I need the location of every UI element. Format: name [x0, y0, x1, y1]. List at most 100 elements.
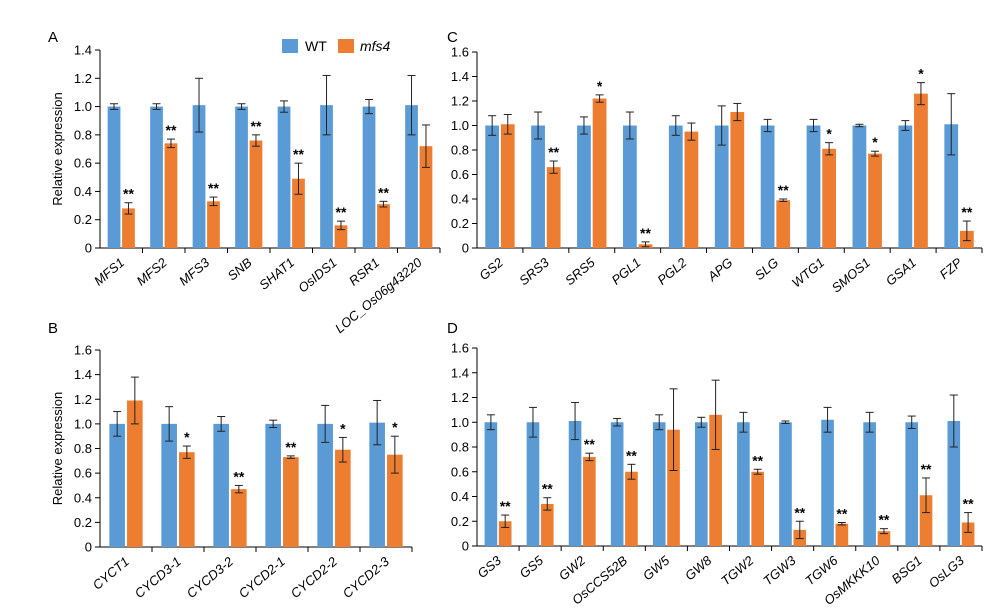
y-tick-label: 0 — [85, 540, 92, 555]
significance-label: ** — [878, 512, 889, 528]
y-tick-label: 1.0 — [451, 415, 469, 430]
panel-letter: C — [447, 29, 458, 46]
y-tick-label: 0.8 — [451, 440, 469, 455]
bar-mutant — [292, 178, 305, 248]
category-label: SLG — [752, 255, 782, 283]
significance-label: ** — [378, 184, 389, 200]
bar-wt — [947, 421, 961, 546]
y-tick-label: 0.2 — [74, 515, 92, 530]
significance-label: ** — [123, 186, 134, 202]
y-tick-label: 1.6 — [451, 45, 469, 60]
bar-mutant — [667, 429, 680, 546]
bar-wt — [577, 125, 591, 248]
bar-mutant — [835, 523, 849, 546]
bar-wt — [235, 106, 248, 248]
significance-label: ** — [640, 225, 651, 241]
bar-mutant — [179, 452, 195, 547]
category-label: GS5 — [516, 552, 546, 581]
category-label: OsIDS1 — [295, 255, 340, 296]
bar-wt — [213, 423, 229, 547]
y-axis-label: Relative expression — [50, 392, 65, 505]
bar-wt — [369, 422, 385, 547]
category-label: BSG1 — [889, 553, 925, 587]
bar-wt — [317, 423, 333, 547]
category-label: CYCD2-2 — [288, 553, 341, 601]
y-tick-label: 0.2 — [451, 216, 469, 231]
y-tick-label: 1.6 — [74, 343, 92, 358]
bar-wt — [484, 422, 498, 546]
category-label: GW5 — [640, 552, 673, 583]
bar-mutant — [776, 200, 791, 248]
category-label: GW2 — [556, 552, 589, 583]
y-tick-label: 1.4 — [451, 69, 469, 84]
bar-mutant — [961, 522, 975, 546]
category-label: OsLG3 — [926, 552, 968, 590]
y-tick-label: 0.8 — [74, 127, 92, 142]
y-tick-label: 1.2 — [74, 392, 92, 407]
bar-wt — [265, 423, 281, 547]
bar-wt — [531, 125, 545, 248]
category-label: GSA1 — [883, 255, 919, 289]
bar-mutant — [127, 400, 143, 547]
y-tick-label: 0.6 — [451, 464, 469, 479]
significance-label: * — [918, 66, 924, 82]
significance-label: ** — [626, 447, 637, 463]
category-label: SMOS1 — [829, 255, 874, 296]
y-tick-label: 0.8 — [74, 441, 92, 456]
category-label: MFS1 — [91, 255, 127, 289]
legend-swatch-mutant — [338, 39, 354, 53]
bar-mutant — [335, 449, 351, 547]
bar-mutant — [419, 146, 433, 248]
legend-label-mutant: mfs4 — [360, 38, 391, 54]
significance-label: ** — [233, 468, 244, 484]
bar-mutant — [877, 531, 891, 546]
bar-wt — [652, 422, 666, 546]
bar-mutant — [231, 489, 247, 547]
y-tick-label: 0 — [462, 539, 469, 554]
y-tick-label: 1.2 — [451, 94, 469, 109]
significance-label: ** — [752, 452, 763, 468]
y-tick-label: 0.4 — [74, 184, 92, 199]
significance-label: ** — [836, 505, 847, 521]
category-label: SRS5 — [562, 254, 598, 288]
bar-wt — [668, 125, 683, 248]
y-tick-label: 0.6 — [74, 156, 92, 171]
category-label: SHAT1 — [256, 255, 297, 293]
bar-wt — [806, 125, 821, 248]
bar-wt — [405, 105, 418, 249]
bar-mutant — [709, 414, 722, 546]
significance-label: ** — [778, 182, 789, 198]
category-label: GS3 — [474, 552, 504, 581]
significance-label: * — [184, 429, 190, 445]
category-label: GS2 — [476, 254, 506, 283]
significance-label: * — [392, 419, 398, 435]
y-tick-label: 0.4 — [451, 192, 469, 207]
significance-label: ** — [166, 122, 177, 138]
category-label: MFS3 — [176, 254, 213, 288]
category-label: FZP — [937, 255, 966, 282]
significance-label: ** — [921, 461, 932, 477]
panel-D: D 0 0.2 0.4 0.6 0.8 1.0 1.2 1.4 1.6 ** GS3 ** GS5 ** GW… — [447, 320, 983, 608]
bar-mutant — [822, 148, 837, 248]
significance-label: ** — [293, 146, 304, 162]
bar-wt — [821, 419, 834, 546]
significance-label: ** — [963, 496, 974, 512]
significance-label: * — [826, 126, 832, 142]
y-tick-label: 1.4 — [74, 367, 92, 382]
y-tick-label: 1.6 — [451, 341, 469, 356]
significance-label: * — [872, 134, 878, 150]
category-label: CYCT1 — [90, 554, 132, 593]
category-label: GW8 — [682, 552, 715, 583]
bar-mutant — [546, 167, 561, 248]
bar-wt — [905, 422, 919, 546]
bar-wt — [362, 106, 376, 248]
significance-label: ** — [548, 144, 559, 160]
significance-label: ** — [500, 498, 511, 514]
category-label: APG — [704, 255, 735, 285]
y-tick-label: 1.4 — [74, 43, 92, 58]
category-label: CYCD3-1 — [132, 554, 184, 601]
bar-wt — [779, 422, 792, 546]
bar-wt — [714, 125, 729, 248]
bar-mutant — [919, 495, 933, 546]
bar-wt — [277, 106, 291, 248]
